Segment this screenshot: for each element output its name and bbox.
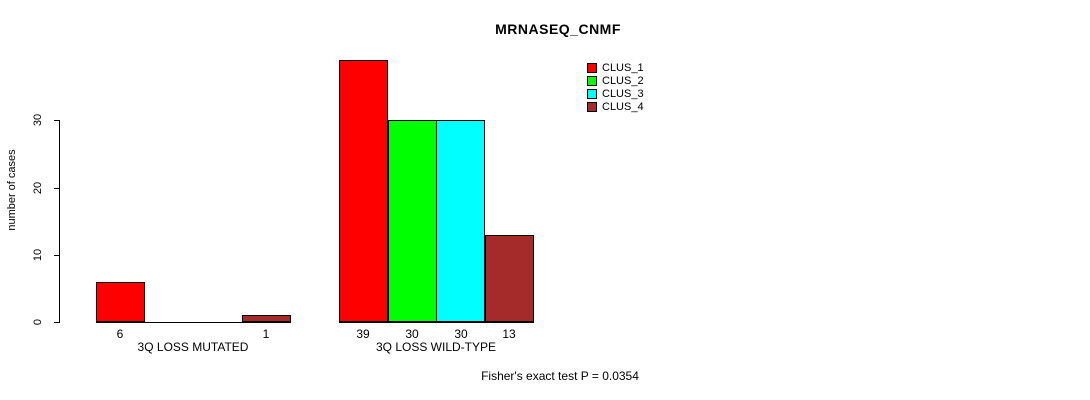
bar-clus_1 [96, 282, 145, 322]
bar-clus_1 [339, 60, 388, 322]
legend-label-clus_4: CLUS_4 [602, 101, 644, 113]
group-label: 3Q LOSS WILD-TYPE [375, 340, 497, 354]
bar-value-label: 30 [454, 327, 468, 341]
bar-clus_3 [436, 120, 485, 322]
y-tick-label: 0 [32, 318, 44, 326]
group-baseline [96, 322, 291, 323]
bar-clus_2 [388, 120, 437, 322]
y-tick-label: 30 [32, 114, 44, 127]
legend-swatch-clus_1 [587, 63, 597, 73]
y-tick-mark [54, 254, 59, 256]
fisher-test-note: Fisher's exact test P = 0.0354 [481, 369, 639, 383]
y-tick-mark [54, 120, 59, 122]
group-baseline [339, 322, 534, 323]
y-tick-mark [54, 187, 59, 189]
legend-label-clus_3: CLUS_3 [602, 88, 644, 100]
group-label: 3Q LOSS MUTATED [137, 340, 249, 354]
chart-title: MRNASEQ_CNMF [495, 21, 621, 37]
bar-clus_4 [485, 235, 534, 322]
bar-value-label: 30 [405, 327, 419, 341]
bar-value-label: 13 [502, 327, 516, 341]
bar-value-label: 6 [116, 327, 124, 341]
legend-label-clus_1: CLUS_1 [602, 62, 644, 74]
legend-swatch-clus_2 [587, 76, 597, 86]
legend-swatch-clus_4 [587, 102, 597, 112]
bar-clus_4 [242, 315, 291, 322]
y-tick-mark [54, 322, 59, 323]
y-axis-line [59, 120, 60, 323]
legend-swatch-clus_3 [587, 89, 597, 99]
y-tick-label: 10 [32, 248, 44, 261]
bar-value-label: 1 [262, 327, 270, 341]
legend-label-clus_2: CLUS_2 [602, 75, 644, 87]
y-tick-label: 20 [32, 181, 44, 194]
bar-value-label: 39 [356, 327, 370, 341]
